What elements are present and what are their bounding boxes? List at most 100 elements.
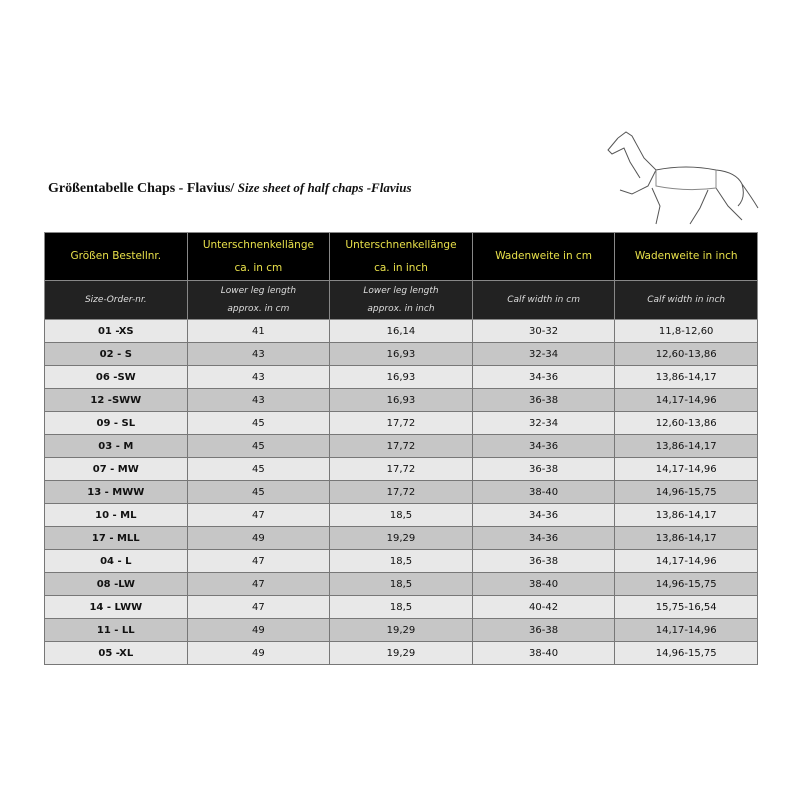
table-cell: 08 -LW [44, 572, 188, 596]
table-row: 11 - LL 49 19,29 36-38 14,17-14,96 [44, 618, 758, 642]
column-subheader: Calf width in cm [471, 280, 616, 320]
table-cell: 18,5 [329, 549, 473, 573]
table-row: 03 - M 45 17,72 34-36 13,86-14,17 [44, 434, 758, 458]
subheader-text: Calf width in cm [507, 295, 580, 305]
subheader-text: Calf width in inch [647, 295, 726, 305]
table-cell: 36-38 [471, 457, 616, 481]
table-cell: 40-42 [471, 595, 616, 619]
table-cell: 34-36 [471, 526, 616, 550]
size-table: Größen Bestellnr. Unterschnenkellänge ca. … [44, 232, 758, 665]
table-cell: 36-38 [471, 388, 616, 412]
header-text: ca. in inch [374, 261, 428, 274]
table-row: 05 -XL 49 19,29 38-40 14,96-15,75 [44, 641, 758, 665]
table-cell: 01 -XS [44, 319, 188, 343]
table-cell: 19,29 [329, 526, 473, 550]
table-cell: 43 [186, 388, 331, 412]
table-cell: 18,5 [329, 572, 473, 596]
table-cell: 14,17-14,96 [614, 457, 758, 481]
column-subheader: Lower leg length approx. in inch [329, 280, 473, 320]
table-cell: 47 [186, 549, 331, 573]
header-text: Größen Bestellnr. [70, 250, 162, 262]
table-cell: 19,29 [329, 641, 473, 665]
table-cell: 45 [186, 457, 331, 481]
subheader-text: Size-Order-nr. [84, 295, 147, 305]
table-cell: 49 [186, 618, 331, 642]
title-english: Size sheet of half chaps -Flavius [237, 180, 412, 195]
table-cell: 14 - LWW [44, 595, 188, 619]
table-row: 02 - S 43 16,93 32-34 12,60-13,86 [44, 342, 758, 366]
table-cell: 17,72 [329, 411, 473, 435]
header-text: ca. in cm [234, 261, 283, 274]
table-cell: 38-40 [471, 641, 616, 665]
header-text: Unterschnenkellänge [202, 238, 314, 251]
column-header: Wadenweite in inch [614, 232, 758, 281]
table-cell: 13,86-14,17 [614, 503, 758, 527]
table-cell: 13,86-14,17 [614, 365, 758, 389]
table-cell: 12,60-13,86 [614, 411, 758, 435]
table-cell: 16,93 [329, 388, 473, 412]
table-cell: 13 - MWW [44, 480, 188, 504]
table-cell: 38-40 [471, 480, 616, 504]
table-cell: 12,60-13,86 [614, 342, 758, 366]
table-cell: 47 [186, 595, 331, 619]
horse-illustration [607, 131, 759, 225]
table-cell: 16,14 [329, 319, 473, 343]
table-cell: 34-36 [471, 365, 616, 389]
table-cell: 05 -XL [44, 641, 188, 665]
header-text: Unterschnenkellänge [345, 238, 457, 251]
table-row: 04 - L 47 18,5 36-38 14,17-14,96 [44, 549, 758, 573]
table-cell: 43 [186, 342, 331, 366]
table-cell: 15,75-16,54 [614, 595, 758, 619]
table-row: 07 - MW 45 17,72 36-38 14,17-14,96 [44, 457, 758, 481]
column-header: Unterschnenkellänge ca. in inch [329, 232, 473, 281]
table-cell: 11,8-12,60 [614, 319, 758, 343]
table-cell: 16,93 [329, 342, 473, 366]
table-row: 14 - LWW 47 18,5 40-42 15,75-16,54 [44, 595, 758, 619]
table-row: 12 -SWW 43 16,93 36-38 14,17-14,96 [44, 388, 758, 412]
table-cell: 03 - M [44, 434, 188, 458]
table-cell: 16,93 [329, 365, 473, 389]
page-title: Größentabelle Chaps - Flavius/ Size shee… [48, 180, 412, 197]
table-cell: 19,29 [329, 618, 473, 642]
table-cell: 38-40 [471, 572, 616, 596]
table-cell: 30-32 [471, 319, 616, 343]
table-cell: 07 - MW [44, 457, 188, 481]
table-cell: 41 [186, 319, 331, 343]
subheader-text: approx. in inch [367, 304, 435, 314]
table-cell: 06 -SW [44, 365, 188, 389]
table-cell: 14,96-15,75 [614, 572, 758, 596]
table-cell: 17 - MLL [44, 526, 188, 550]
table-cell: 34-36 [471, 503, 616, 527]
column-header: Größen Bestellnr. [44, 232, 188, 281]
table-row: 08 -LW 47 18,5 38-40 14,96-15,75 [44, 572, 758, 596]
column-subheader: Calf width in inch [614, 280, 758, 320]
title-german: Größentabelle Chaps - Flavius/ [48, 181, 235, 196]
table-cell: 49 [186, 641, 331, 665]
table-cell: 36-38 [471, 549, 616, 573]
table-cell: 45 [186, 480, 331, 504]
table-cell: 47 [186, 503, 331, 527]
table-cell: 02 - S [44, 342, 188, 366]
table-cell: 13,86-14,17 [614, 526, 758, 550]
table-cell: 32-34 [471, 411, 616, 435]
table-cell: 14,17-14,96 [614, 388, 758, 412]
table-cell: 13,86-14,17 [614, 434, 758, 458]
table-row: 06 -SW 43 16,93 34-36 13,86-14,17 [44, 365, 758, 389]
column-header: Unterschnenkellänge ca. in cm [186, 232, 331, 281]
table-cell: 17,72 [329, 434, 473, 458]
column-subheader: Lower leg length approx. in cm [186, 280, 331, 320]
table-row: 01 -XS 41 16,14 30-32 11,8-12,60 [44, 319, 758, 343]
table-cell: 17,72 [329, 457, 473, 481]
column-header: Wadenweite in cm [471, 232, 616, 281]
table-cell: 18,5 [329, 595, 473, 619]
table-cell: 36-38 [471, 618, 616, 642]
table-cell: 45 [186, 434, 331, 458]
table-row: 13 - MWW 45 17,72 38-40 14,96-15,75 [44, 480, 758, 504]
table-row: 09 - SL 45 17,72 32-34 12,60-13,86 [44, 411, 758, 435]
subheader-text: Lower leg length [363, 286, 439, 296]
table-cell: 12 -SWW [44, 388, 188, 412]
table-cell: 14,96-15,75 [614, 641, 758, 665]
table-cell: 11 - LL [44, 618, 188, 642]
subheader-text: approx. in cm [227, 304, 290, 314]
table-cell: 32-34 [471, 342, 616, 366]
